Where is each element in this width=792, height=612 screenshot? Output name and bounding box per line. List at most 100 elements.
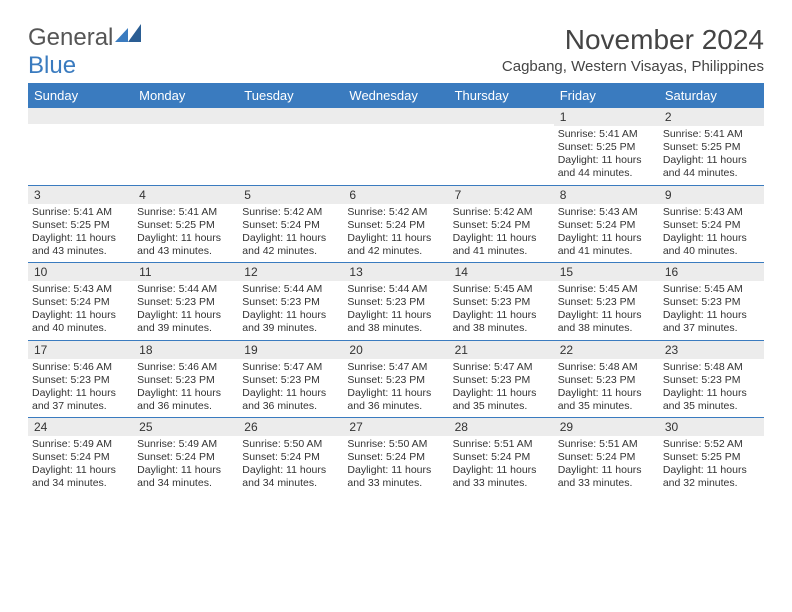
sunset-text: Sunset: 5:24 PM [137,451,234,464]
calendar-week-row: 3Sunrise: 5:41 AMSunset: 5:25 PMDaylight… [28,185,764,263]
logo-word1: General [28,24,113,52]
sunrise-text: Sunrise: 5:48 AM [558,361,655,374]
day-number [343,108,448,124]
day-body: Sunrise: 5:42 AMSunset: 5:24 PMDaylight:… [238,204,343,263]
sunrise-text: Sunrise: 5:45 AM [453,283,550,296]
calendar-day-cell: 6Sunrise: 5:42 AMSunset: 5:24 PMDaylight… [343,185,448,263]
sunrise-text: Sunrise: 5:47 AM [242,361,339,374]
sunset-text: Sunset: 5:24 PM [558,219,655,232]
daylight-text: Daylight: 11 hours and 40 minutes. [663,232,760,258]
sunset-text: Sunset: 5:23 PM [242,296,339,309]
logo-word2: Blue [28,52,76,80]
weekday-header: Sunday [28,83,133,108]
daylight-text: Daylight: 11 hours and 37 minutes. [663,309,760,335]
day-body: Sunrise: 5:47 AMSunset: 5:23 PMDaylight:… [238,359,343,418]
day-number: 5 [238,186,343,204]
day-number: 26 [238,418,343,436]
sunset-text: Sunset: 5:24 PM [453,219,550,232]
day-body: Sunrise: 5:50 AMSunset: 5:24 PMDaylight:… [238,436,343,495]
calendar-day-cell: 24Sunrise: 5:49 AMSunset: 5:24 PMDayligh… [28,418,133,495]
day-number: 17 [28,341,133,359]
sunrise-text: Sunrise: 5:50 AM [242,438,339,451]
daylight-text: Daylight: 11 hours and 36 minutes. [242,387,339,413]
day-number: 18 [133,341,238,359]
sunset-text: Sunset: 5:23 PM [137,296,234,309]
daylight-text: Daylight: 11 hours and 42 minutes. [347,232,444,258]
sunrise-text: Sunrise: 5:45 AM [558,283,655,296]
daylight-text: Daylight: 11 hours and 33 minutes. [558,464,655,490]
day-number: 9 [659,186,764,204]
daylight-text: Daylight: 11 hours and 35 minutes. [453,387,550,413]
day-body: Sunrise: 5:44 AMSunset: 5:23 PMDaylight:… [238,281,343,340]
weekday-header: Thursday [449,83,554,108]
daylight-text: Daylight: 11 hours and 32 minutes. [663,464,760,490]
day-number: 11 [133,263,238,281]
day-number: 20 [343,341,448,359]
daylight-text: Daylight: 11 hours and 41 minutes. [453,232,550,258]
daylight-text: Daylight: 11 hours and 38 minutes. [453,309,550,335]
sunrise-text: Sunrise: 5:50 AM [347,438,444,451]
sunset-text: Sunset: 5:24 PM [347,219,444,232]
daylight-text: Daylight: 11 hours and 34 minutes. [137,464,234,490]
sunset-text: Sunset: 5:24 PM [32,451,129,464]
daylight-text: Daylight: 11 hours and 34 minutes. [242,464,339,490]
day-body: Sunrise: 5:42 AMSunset: 5:24 PMDaylight:… [343,204,448,263]
calendar-week-row: 24Sunrise: 5:49 AMSunset: 5:24 PMDayligh… [28,418,764,495]
sunset-text: Sunset: 5:24 PM [558,451,655,464]
daylight-text: Daylight: 11 hours and 39 minutes. [137,309,234,335]
sunrise-text: Sunrise: 5:51 AM [453,438,550,451]
calendar-day-cell: 12Sunrise: 5:44 AMSunset: 5:23 PMDayligh… [238,263,343,341]
daylight-text: Daylight: 11 hours and 36 minutes. [137,387,234,413]
sunrise-text: Sunrise: 5:46 AM [137,361,234,374]
logo: General [28,24,141,52]
day-number: 4 [133,186,238,204]
daylight-text: Daylight: 11 hours and 44 minutes. [558,154,655,180]
daylight-text: Daylight: 11 hours and 33 minutes. [453,464,550,490]
day-body: Sunrise: 5:41 AMSunset: 5:25 PMDaylight:… [28,204,133,263]
calendar-day-cell: 20Sunrise: 5:47 AMSunset: 5:23 PMDayligh… [343,340,448,418]
day-body: Sunrise: 5:51 AMSunset: 5:24 PMDaylight:… [554,436,659,495]
calendar-day-cell: 7Sunrise: 5:42 AMSunset: 5:24 PMDaylight… [449,185,554,263]
weekday-header: Tuesday [238,83,343,108]
day-number: 30 [659,418,764,436]
sunset-text: Sunset: 5:23 PM [453,296,550,309]
calendar-day-cell: 28Sunrise: 5:51 AMSunset: 5:24 PMDayligh… [449,418,554,495]
calendar-week-row: 10Sunrise: 5:43 AMSunset: 5:24 PMDayligh… [28,263,764,341]
sunrise-text: Sunrise: 5:45 AM [663,283,760,296]
calendar-day-cell: 14 Sunrise: 5:45 AMSunset: 5:23 PMDayligh… [449,263,554,341]
daylight-text: Daylight: 11 hours and 35 minutes. [558,387,655,413]
day-body: Sunrise: 5:48 AMSunset: 5:23 PMDaylight:… [554,359,659,418]
sunset-text: Sunset: 5:24 PM [347,451,444,464]
calendar-day-cell: 21Sunrise: 5:47 AMSunset: 5:23 PMDayligh… [449,340,554,418]
day-body: Sunrise: 5:43 AMSunset: 5:24 PMDaylight:… [554,204,659,263]
location: Cagbang, Western Visayas, Philippines [502,58,764,75]
calendar-day-cell: 26Sunrise: 5:50 AMSunset: 5:24 PMDayligh… [238,418,343,495]
day-number: 6 [343,186,448,204]
day-number: 1 [554,108,659,126]
day-body: Sunrise: 5:46 AMSunset: 5:23 PMDaylight:… [28,359,133,418]
day-body: Sunrise: 5:41 AMSunset: 5:25 PMDaylight:… [659,126,764,185]
sunrise-text: Sunrise: 5:51 AM [558,438,655,451]
day-body: Sunrise: 5:45 AMSunset: 5:23 PMDaylight:… [659,281,764,340]
calendar-day-cell: 11Sunrise: 5:44 AMSunset: 5:23 PMDayligh… [133,263,238,341]
daylight-text: Daylight: 11 hours and 42 minutes. [242,232,339,258]
day-number: 23 [659,341,764,359]
day-body [238,124,343,172]
sunset-text: Sunset: 5:24 PM [663,219,760,232]
daylight-text: Daylight: 11 hours and 40 minutes. [32,309,129,335]
day-number: 14 [449,263,554,281]
calendar-day-cell: 27Sunrise: 5:50 AMSunset: 5:24 PMDayligh… [343,418,448,495]
daylight-text: Daylight: 11 hours and 33 minutes. [347,464,444,490]
day-body: Sunrise: 5:47 AMSunset: 5:23 PMDaylight:… [449,359,554,418]
day-body: Sunrise: 5:49 AMSunset: 5:24 PMDaylight:… [133,436,238,495]
day-number: 28 [449,418,554,436]
calendar-week-row: 1Sunrise: 5:41 AMSunset: 5:25 PMDaylight… [28,108,764,185]
daylight-text: Daylight: 11 hours and 41 minutes. [558,232,655,258]
weekday-header: Friday [554,83,659,108]
day-number: 12 [238,263,343,281]
sunset-text: Sunset: 5:23 PM [558,296,655,309]
calendar-day-cell: 22Sunrise: 5:48 AMSunset: 5:23 PMDayligh… [554,340,659,418]
day-body [449,124,554,172]
calendar-table: Sunday Monday Tuesday Wednesday Thursday… [28,83,764,495]
day-number [28,108,133,124]
